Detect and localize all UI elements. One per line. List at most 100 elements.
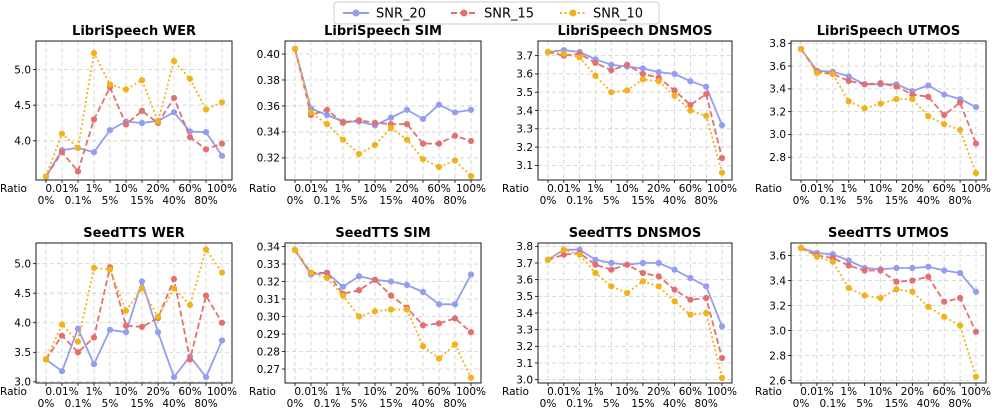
- x-tick-label: 5%: [603, 398, 620, 408]
- data-point: [925, 113, 932, 120]
- x-tick-label: 60%: [679, 386, 702, 398]
- data-point: [703, 112, 710, 120]
- data-point: [419, 140, 427, 147]
- x-tick-label: 20%: [901, 183, 924, 195]
- data-point: [718, 323, 726, 330]
- data-point: [877, 294, 884, 302]
- data-point: [797, 45, 805, 53]
- y-tick-label: 4.0: [14, 136, 31, 148]
- y-tick-label: 3.1: [516, 160, 533, 172]
- data-point: [371, 276, 379, 283]
- x-tick-label: 10%: [615, 183, 638, 195]
- series-snr-15: [797, 244, 980, 335]
- x-tick-label: 10%: [615, 386, 638, 398]
- x-tick-label: 0.01%: [800, 183, 833, 195]
- data-point: [639, 76, 647, 83]
- data-point: [592, 261, 599, 268]
- series-line-snr-20: [800, 247, 977, 293]
- y-tick-label: 2.8: [769, 152, 786, 164]
- data-point: [323, 111, 331, 119]
- data-point: [813, 69, 821, 77]
- x-tick-label: 10%: [869, 386, 892, 398]
- data-point: [138, 278, 146, 285]
- series-line-snr-10: [294, 48, 472, 177]
- x-tick-label: 20%: [146, 386, 169, 398]
- panel-librispeech-utmos: LibriSpeech UTMOS 2.8 3.0 3.2 3.4 3.6 3.8 0%0.0…: [755, 24, 991, 207]
- panel-seedtts-dnsmos: SeedTTS DNSMOS 3.0 3.1 3.2 3.3 3.4 3.5 3.6 3.7 3.…: [502, 226, 737, 408]
- data-point: [323, 106, 331, 113]
- y-tick-label: 0.36: [257, 101, 281, 113]
- data-point: [58, 321, 66, 328]
- x-axis-label: Ratio: [755, 183, 782, 195]
- data-point: [925, 93, 932, 100]
- series-snr-20: [42, 109, 226, 180]
- x-tick-label: 5%: [603, 195, 620, 207]
- data-point: [218, 152, 226, 159]
- chart-title: SeedTTS DNSMOS: [569, 226, 702, 241]
- data-point: [639, 65, 647, 72]
- y-tick-label: 3.1: [516, 358, 533, 370]
- y-tick-label: 3.0: [14, 377, 31, 389]
- data-point: [403, 136, 411, 143]
- y-tick-label: 3.5: [516, 291, 533, 303]
- data-point: [218, 99, 226, 106]
- data-point: [639, 70, 647, 78]
- y-tick-label: 3.4: [516, 105, 533, 117]
- charts: LibriSpeech WER4.04.55.00%0.01%0.1%1%5%1…: [0, 24, 991, 408]
- x-tick-label: 60%: [933, 183, 956, 195]
- series-line-snr-10: [294, 249, 472, 379]
- x-tick-label: 0%: [793, 398, 810, 408]
- x-tick-label: 1%: [335, 386, 352, 398]
- x-tick-label: 100%: [707, 386, 737, 398]
- data-point: [170, 285, 178, 292]
- x-tick-label: 20%: [395, 183, 418, 195]
- x-tick-label: 0.01%: [294, 183, 327, 195]
- x-tick-label: 0.1%: [65, 195, 92, 207]
- x-tick-label: 60%: [679, 183, 702, 195]
- x-tick-label: 60%: [933, 386, 956, 398]
- data-point: [202, 106, 210, 113]
- data-point: [307, 109, 315, 116]
- series-line-snr-15: [45, 266, 223, 361]
- x-tick-label: 40%: [663, 195, 686, 207]
- data-point: [972, 328, 980, 335]
- x-axis-label: Ratio: [0, 386, 27, 398]
- chart-title: SeedTTS SIM: [335, 226, 430, 241]
- data-point: [42, 356, 50, 363]
- x-tick-label: 0.1%: [819, 195, 846, 207]
- series-snr-15: [544, 249, 726, 362]
- data-point: [122, 322, 130, 329]
- data-point: [718, 169, 726, 176]
- x-tick-label: 20%: [395, 386, 418, 398]
- data-point: [339, 292, 347, 299]
- x-tick-label: 15%: [885, 195, 908, 207]
- x-tick-label: 15%: [130, 398, 153, 408]
- data-point: [154, 313, 162, 320]
- data-point: [170, 94, 178, 102]
- data-point: [877, 80, 884, 87]
- data-point: [451, 341, 459, 348]
- data-point: [576, 251, 583, 258]
- x-tick-label: 0%: [540, 195, 557, 207]
- x-tick-label: 0%: [38, 398, 55, 408]
- y-tick-label: 3.4: [769, 84, 786, 96]
- y-tick-label: 3.7: [516, 50, 533, 62]
- legend-item-snr-10: SNR_10: [560, 7, 643, 22]
- x-tick-label: 0%: [38, 195, 55, 207]
- x-tick-label: 1%: [840, 386, 857, 398]
- data-point: [202, 246, 210, 253]
- data-point: [623, 261, 631, 268]
- series-line-snr-15: [294, 48, 472, 145]
- series-line-snr-15: [547, 252, 723, 359]
- x-tick-label: 0.1%: [314, 398, 341, 408]
- data-point: [451, 301, 459, 308]
- x-axis-label: Ratio: [249, 183, 276, 195]
- x-tick-label: 5%: [351, 195, 368, 207]
- x-tick-label: 5%: [102, 195, 119, 207]
- series-snr-10: [797, 45, 980, 177]
- data-point: [403, 106, 411, 113]
- data-point: [687, 274, 694, 282]
- data-point: [106, 127, 114, 134]
- chart-title: SeedTTS WER: [83, 226, 184, 241]
- data-point: [687, 296, 694, 303]
